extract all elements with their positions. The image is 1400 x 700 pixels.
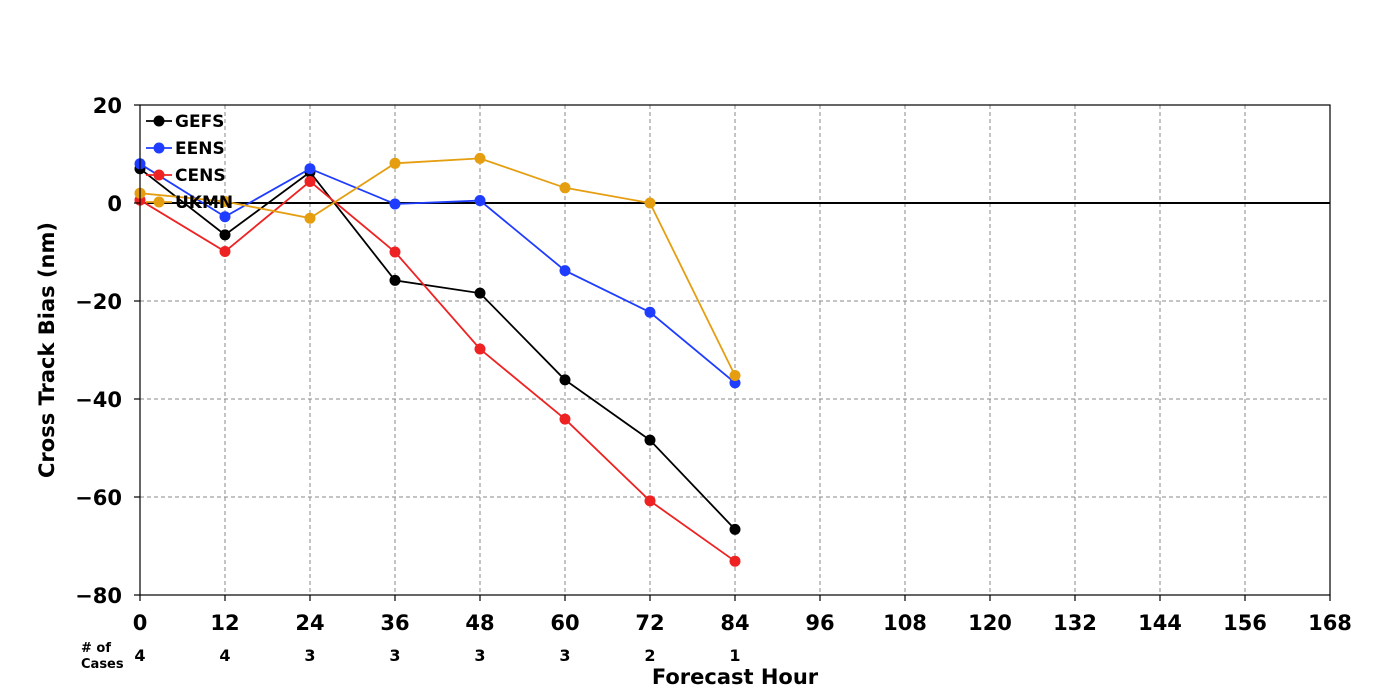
cases-title-line2: Cases	[81, 657, 124, 672]
legend-label-eens: EENS	[175, 139, 225, 159]
x-tick-label: 120	[968, 611, 1012, 635]
cases-count: 1	[729, 646, 740, 665]
data-point-ukmn	[644, 197, 656, 209]
legend-label-cens: CENS	[175, 166, 226, 186]
series-line-gefs	[139, 167, 736, 530]
legend-item-cens: CENS	[146, 166, 226, 186]
x-tick-label: 168	[1308, 611, 1352, 635]
series-line-eens	[139, 163, 736, 384]
data-point-gefs	[729, 523, 741, 535]
legend-item-ukmn: UKMN	[146, 193, 233, 213]
y-tick-label: 20	[93, 94, 122, 118]
y-tick-label: −60	[75, 486, 122, 510]
y-tick-label: −40	[75, 388, 122, 412]
data-point-eens	[304, 163, 316, 175]
cases-count: 3	[389, 646, 400, 665]
x-tick-label: 108	[883, 611, 927, 635]
data-point-cens	[559, 413, 571, 425]
cases-count: 3	[474, 646, 485, 665]
legend-marker-eens	[153, 142, 165, 154]
series-line-ukmn	[139, 157, 736, 376]
x-tick-label: 96	[805, 611, 834, 635]
x-tick-label: 48	[465, 611, 494, 635]
x-tick-label: 24	[295, 611, 324, 635]
x-tick-label: 144	[1138, 611, 1182, 635]
data-point-cens	[644, 495, 656, 507]
x-axis-ticks: 0 12 24 36 48 60 72 84 96 108 120 132 144 156 168	[133, 595, 1352, 635]
series-ukmn	[134, 152, 741, 381]
x-axis-label: Forecast Hour	[652, 665, 819, 689]
x-tick-label: 132	[1053, 611, 1097, 635]
legend-label-ukmn: UKMN	[175, 193, 233, 213]
data-point-gefs	[559, 374, 571, 386]
data-point-ukmn	[559, 182, 571, 194]
data-point-cens	[474, 343, 486, 355]
data-point-eens	[644, 306, 656, 318]
data-point-ukmn	[389, 157, 401, 169]
series-cens	[134, 175, 741, 567]
data-point-eens	[219, 211, 231, 223]
gridlines	[140, 105, 1330, 595]
legend-label-gefs: GEFS	[175, 112, 224, 132]
cases-title-line1: # of	[81, 641, 111, 656]
y-tick-label: −20	[75, 290, 122, 314]
cases-count: 2	[644, 646, 655, 665]
y-axis-label: Cross Track Bias (nm)	[35, 222, 59, 478]
x-tick-label: 72	[635, 611, 664, 635]
cases-count: 4	[134, 646, 145, 665]
cases-row: # of Cases 4 4 3 3 3 3 2 1	[81, 641, 741, 672]
data-point-gefs	[474, 287, 486, 299]
data-point-cens	[729, 555, 741, 567]
x-tick-label: 156	[1223, 611, 1267, 635]
y-axis-ticks: 20 0 −20 −40 −60 −80	[75, 94, 140, 608]
x-tick-label: 36	[380, 611, 409, 635]
cases-count: 3	[559, 646, 570, 665]
cases-count: 3	[304, 646, 315, 665]
data-point-eens	[559, 265, 571, 277]
legend-marker-cens	[153, 169, 165, 181]
data-point-gefs	[644, 434, 656, 446]
data-point-cens	[304, 175, 316, 187]
x-tick-label: 12	[210, 611, 239, 635]
data-point-cens	[389, 246, 401, 258]
data-point-eens	[474, 195, 486, 207]
x-tick-label: 84	[720, 611, 749, 635]
data-point-gefs	[389, 274, 401, 286]
data-point-cens	[219, 246, 231, 258]
series-line-cens	[139, 180, 736, 562]
legend-item-gefs: GEFS	[146, 112, 224, 132]
data-point-ukmn	[219, 196, 231, 208]
data-point-gefs	[219, 229, 231, 241]
legend: GEFS EENS CENS UKMN	[146, 112, 233, 213]
legend-marker-ukmn	[153, 196, 165, 208]
series-lines	[134, 152, 741, 567]
series-eens	[134, 158, 741, 389]
y-tick-label: −80	[75, 584, 122, 608]
x-tick-label: 60	[550, 611, 579, 635]
legend-item-eens: EENS	[146, 139, 225, 159]
data-point-ukmn	[729, 369, 741, 381]
data-point-ukmn	[474, 152, 486, 164]
x-tick-label: 0	[133, 611, 148, 635]
data-point-eens	[389, 198, 401, 210]
legend-marker-gefs	[153, 115, 165, 127]
cases-count: 4	[219, 646, 230, 665]
data-point-ukmn	[304, 212, 316, 224]
y-tick-label: 0	[107, 192, 122, 216]
